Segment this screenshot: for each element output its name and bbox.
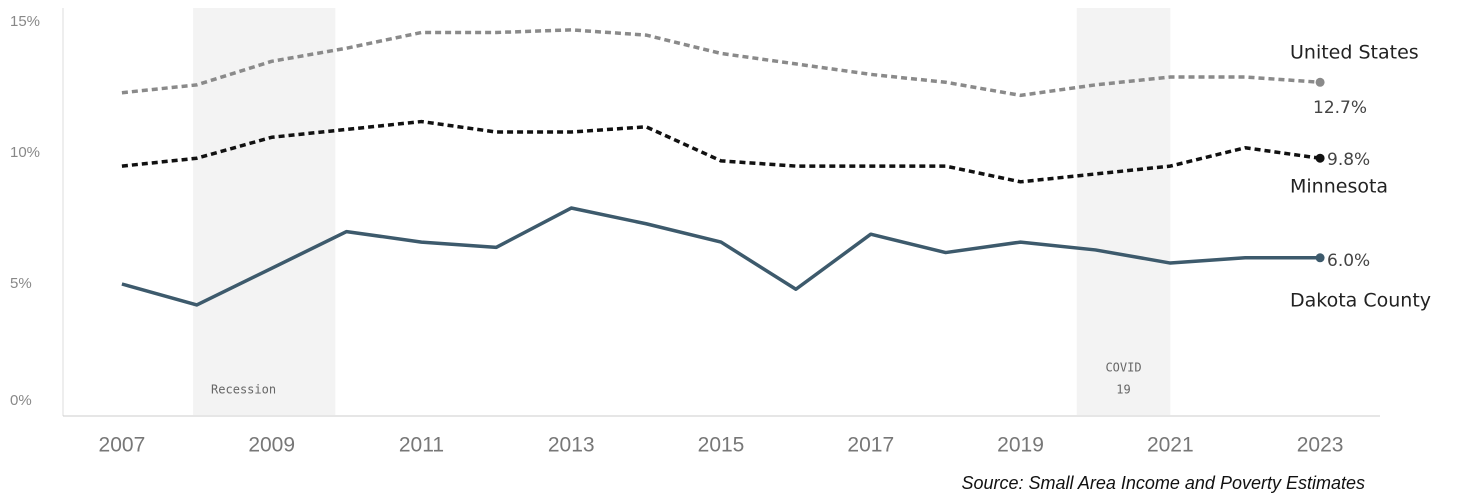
series-name: Dakota County	[1290, 290, 1431, 312]
x-tick-label: 2017	[847, 434, 894, 457]
end-point	[1315, 153, 1325, 163]
x-tick-label: 2013	[548, 434, 595, 457]
y-tick-label: 10%	[10, 144, 40, 161]
end-label: 9.8%	[1327, 150, 1370, 170]
x-tick-label: 2023	[1297, 434, 1344, 457]
x-tick-label: 2019	[997, 434, 1044, 457]
y-tick-label: 0%	[10, 392, 32, 409]
annotation-label: Recession	[211, 383, 276, 397]
end-point	[1315, 253, 1325, 263]
source: Source: Small Area Income and Poverty Es…	[961, 473, 1365, 493]
series-line	[121, 206, 1321, 307]
y-tick-label: 15%	[10, 13, 40, 30]
end-label: 12.7%	[1313, 98, 1367, 118]
x-tick-label: 2007	[99, 434, 146, 457]
series-name: Minnesota	[1290, 176, 1388, 198]
annotation-label: 19	[1116, 383, 1130, 397]
x-tick-label: 2021	[1147, 434, 1194, 457]
annotation-label: COVID	[1105, 361, 1141, 375]
series-line	[121, 28, 1321, 98]
x-tick-label: 2011	[399, 434, 444, 457]
x-tick-label: 2009	[248, 434, 295, 457]
series-name: United States	[1290, 42, 1419, 64]
end-label: 6.0%	[1327, 251, 1370, 271]
y-tick-label: 5%	[10, 275, 32, 292]
x-tick-label: 2015	[698, 434, 745, 457]
series-line	[121, 119, 1321, 184]
end-point	[1315, 77, 1325, 87]
shade-band	[193, 8, 336, 415]
shade-band	[1076, 8, 1171, 415]
